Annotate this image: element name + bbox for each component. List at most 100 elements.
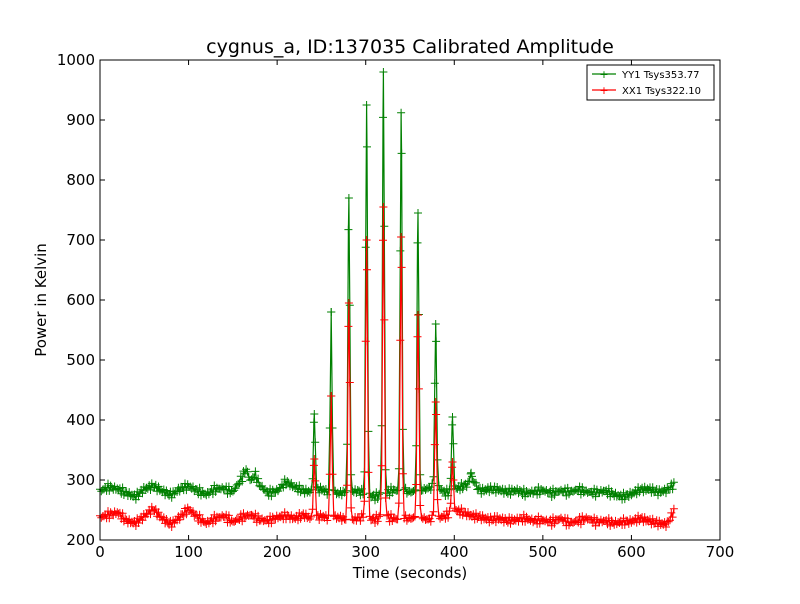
data-point <box>327 392 336 400</box>
y-tick-label: 300 <box>66 471 95 489</box>
data-point <box>669 478 678 487</box>
data-point <box>545 488 554 497</box>
data-point <box>121 514 130 523</box>
data-point <box>373 517 382 526</box>
data-point <box>429 507 438 516</box>
data-point <box>445 485 454 494</box>
data-point <box>305 515 314 523</box>
data-point <box>368 514 377 523</box>
legend-label-yy1: YY1 Tsys353.77 <box>621 70 700 81</box>
data-point <box>231 484 240 493</box>
data-point <box>412 480 421 489</box>
data-point <box>328 470 337 479</box>
data-point <box>662 523 670 531</box>
y-tick-label: 700 <box>66 231 95 249</box>
data-point <box>393 486 402 495</box>
y-tick-label: 800 <box>66 171 95 189</box>
x-tick-label: 0 <box>95 543 105 561</box>
data-point <box>224 511 233 520</box>
data-point <box>377 461 386 470</box>
data-point <box>426 517 435 526</box>
data-point <box>550 519 559 528</box>
y-tick-label: 1000 <box>57 51 95 69</box>
x-tick-label: 400 <box>440 543 469 561</box>
data-point <box>578 483 587 492</box>
data-point <box>251 467 260 476</box>
data-point <box>410 512 419 521</box>
data-point <box>243 467 252 476</box>
data-point <box>428 511 437 520</box>
data-point <box>379 203 388 211</box>
series-1 <box>96 203 678 531</box>
data-point <box>428 479 437 488</box>
data-point <box>429 472 438 481</box>
data-point <box>309 418 318 427</box>
x-tick-label: 300 <box>351 543 380 561</box>
data-point <box>376 510 385 519</box>
data-point <box>383 511 391 520</box>
legend-label-xx1: XX1 Tsys322.10 <box>622 86 701 97</box>
plot-frame <box>99 59 721 541</box>
data-point <box>362 236 371 244</box>
data-point <box>448 413 457 421</box>
y-axis-label: Power in Kelvin <box>32 243 50 357</box>
data-point <box>267 492 276 501</box>
data-point <box>398 469 407 478</box>
data-point <box>361 243 370 252</box>
data-point <box>620 495 629 504</box>
data-point <box>433 495 442 504</box>
data-point <box>359 513 368 522</box>
data-point <box>380 315 389 324</box>
data-point <box>238 477 247 486</box>
data-point <box>323 490 332 499</box>
data-point <box>357 509 366 518</box>
data-point <box>379 236 387 245</box>
data-point <box>446 499 455 508</box>
data-point <box>381 494 390 502</box>
data-point <box>449 476 458 484</box>
data-point <box>430 379 439 388</box>
data-point <box>344 322 353 331</box>
plot-area <box>96 68 678 531</box>
data-point <box>347 503 356 512</box>
data-point <box>445 507 454 515</box>
data-point <box>396 336 405 345</box>
data-point <box>413 332 422 341</box>
data-point <box>397 108 406 117</box>
data-point <box>267 519 276 528</box>
x-tick-label: 700 <box>706 543 735 561</box>
data-point <box>283 477 292 486</box>
data-point <box>254 474 263 483</box>
data-point <box>515 486 524 494</box>
data-point <box>396 246 405 255</box>
data-point <box>667 508 676 517</box>
y-tick-label: 200 <box>66 531 95 549</box>
x-tick-label: 200 <box>263 543 292 561</box>
data-point <box>344 194 353 202</box>
data-point <box>224 482 233 491</box>
data-point <box>620 520 629 529</box>
data-point <box>360 497 369 506</box>
data-point <box>310 410 319 418</box>
data-point <box>323 516 332 525</box>
data-point <box>118 509 127 518</box>
series-line <box>99 206 675 528</box>
data-point <box>344 225 353 234</box>
data-point <box>363 142 371 151</box>
axis-ticks: 0 100 200 300 400 500 600 700 200 300 400 500 600 700… <box>57 51 735 561</box>
series-line <box>99 71 675 501</box>
data-point <box>432 337 441 346</box>
data-point <box>324 511 333 520</box>
data-point <box>431 320 440 328</box>
data-point <box>328 424 337 432</box>
data-point <box>364 468 373 477</box>
y-tick-label: 900 <box>66 111 95 129</box>
data-point <box>648 483 657 492</box>
data-point <box>311 476 320 485</box>
x-tick-label: 600 <box>617 543 646 561</box>
data-point <box>410 485 419 494</box>
data-point <box>393 515 402 524</box>
data-point <box>361 337 370 346</box>
data-point <box>648 514 657 523</box>
